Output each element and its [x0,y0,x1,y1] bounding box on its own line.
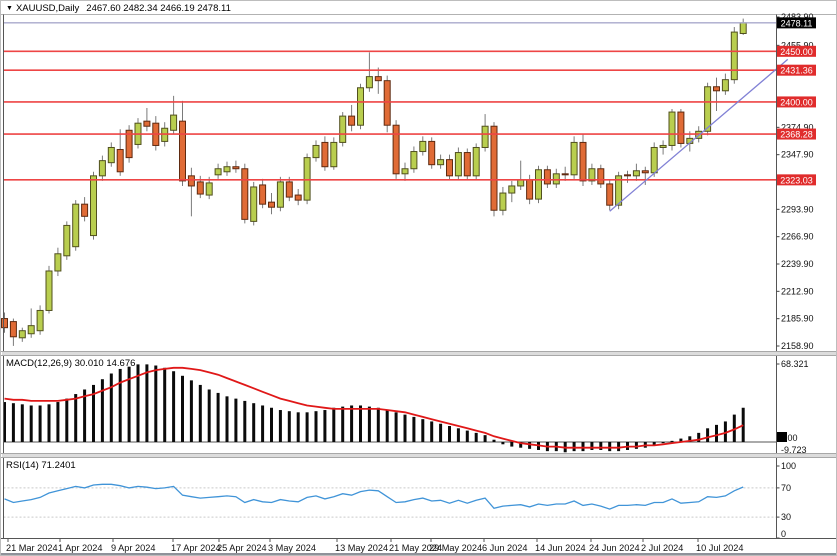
rsi-axis-tick: 70 [781,483,791,493]
price-axis: 2483.90 2455.90 2374.90 2347.90 2293.90 2266.… [776,12,816,351]
date-tick-label: 1 Apr 2024 [58,543,102,553]
price-axis-tick: 2347.90 [781,150,814,160]
macd-signal-line [4,366,744,449]
time-axis: 21 Mar 2024 1 Apr 2024 9 Apr 2024 17 Apr 20… [1,538,836,555]
panel-splitter[interactable] [2,453,837,458]
price-axis-tick: 2483.90 [781,12,814,22]
rsi-axis-tick: 0 [781,529,786,539]
macd-indicator-label: MACD(12,26,9) 30.010 14.676 [6,358,136,369]
macd-axis-min: -9.723 [781,445,807,455]
price-axis-tick: 2185.90 [781,314,814,324]
level-price-label: 2450.00 [780,47,813,57]
level-price-label-box [777,128,816,140]
chart-title: ▼ XAUUSD,Daily 2467.60 2482.34 2466.19 247… [6,3,231,14]
date-tick-label: 9 Apr 2024 [111,543,155,553]
date-tick-label: 17 Apr 2024 [171,543,221,553]
rsi-line [4,483,744,510]
macd-axis-max: 68.321 [781,359,809,369]
date-tick-label: 24 Jun 2024 [589,543,640,553]
macd-value-box [777,432,787,442]
date-tick-label: 14 Jun 2024 [535,543,586,553]
price-axis-tick: 2374.90 [781,122,814,132]
price-axis-tick: 2293.90 [781,204,814,214]
date-tick-label: 2 Jul 2024 [641,543,683,553]
current-price-label: 2478.11 [781,18,813,28]
dropdown-arrow-icon[interactable]: ▼ [6,5,13,12]
symbol-timeframe-label: XAUUSD,Daily [15,3,80,14]
level-price-label: 2431.36 [780,66,813,76]
level-price-label-box [777,64,816,76]
date-tick-label: 29 May 2024 [429,543,482,553]
level-price-label: 2323.03 [780,175,813,185]
rsi-axis-tick: 100 [781,461,796,471]
ohlc-values-label: 2467.60 2482.34 2466.19 2478.11 [86,3,231,14]
macd-axis-zero: 0.00 [780,433,798,443]
panel-splitter[interactable] [2,351,837,356]
macd-panel: 68.321 0.00 -9.723 [3,359,809,455]
bottom-bar [1,553,836,555]
current-price-label-box [777,17,816,29]
rsi-axis-tick: 30 [781,512,791,522]
price-axis-tick: 2266.90 [781,232,814,242]
price-axis-tick: 2455.90 [781,40,814,50]
panel-borders [1,14,837,539]
level-price-label-box [777,96,816,108]
trendline[interactable] [609,58,789,212]
price-axis-tick: 2239.90 [781,259,814,269]
date-tick-label: 25 Apr 2024 [217,543,267,553]
date-tick-label: 21 Mar 2024 [6,543,58,553]
date-tick-label: 21 May 2024 [389,543,442,553]
rsi-panel: 100 70 30 0 [3,461,796,539]
level-price-label: 2368.28 [780,130,813,140]
rsi-indicator-label: RSI(14) 71.2401 [6,460,76,471]
date-tick-label: 3 May 2024 [268,543,316,553]
price-axis-tick: 2212.90 [781,286,814,296]
date-tick-label: 13 May 2024 [335,543,388,553]
drawn-objects [3,22,789,212]
date-tick-label: 10 Jul 2024 [696,543,744,553]
price-axis-tick: 2158.90 [781,341,814,351]
candlestick-series [1,18,747,346]
level-price-label: 2400.00 [780,97,813,107]
level-price-label-box [777,174,816,186]
date-tick-label: 6 Jun 2024 [482,543,527,553]
level-price-label-box [777,45,816,57]
